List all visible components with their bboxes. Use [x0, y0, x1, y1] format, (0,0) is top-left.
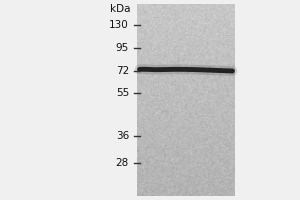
- Text: 95: 95: [116, 43, 129, 53]
- Text: 28: 28: [116, 158, 129, 168]
- Text: 130: 130: [109, 20, 129, 30]
- Text: 36: 36: [116, 131, 129, 141]
- Text: 72: 72: [116, 66, 129, 76]
- Text: kDa: kDa: [110, 4, 130, 14]
- Text: 55: 55: [116, 88, 129, 98]
